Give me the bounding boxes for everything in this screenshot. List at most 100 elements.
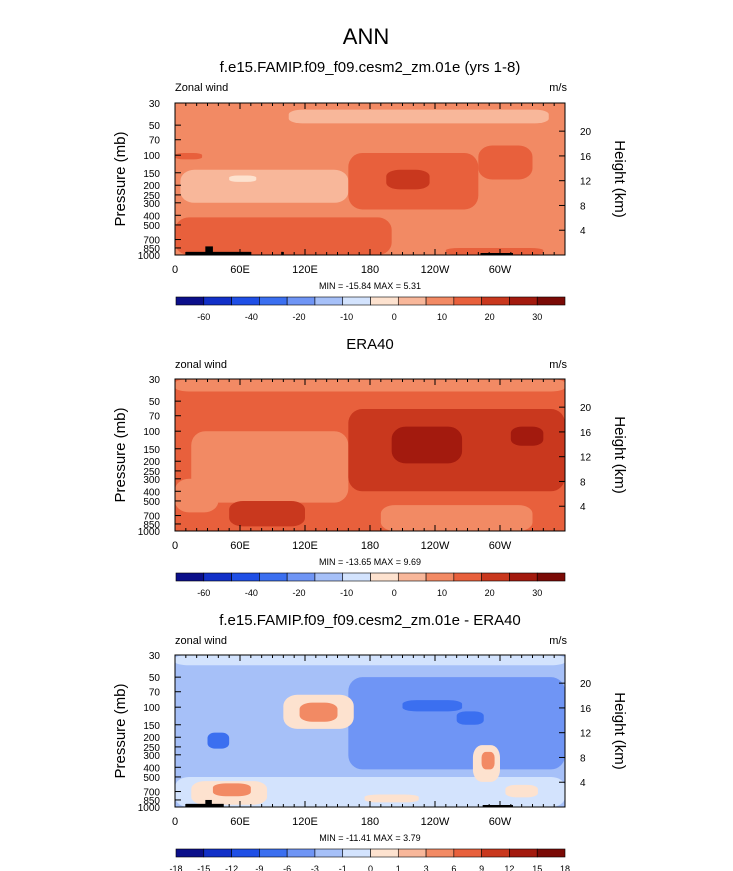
panel-2-contour-fill (175, 379, 565, 531)
y-tick-label: 50 (149, 397, 161, 408)
y2-tick-label: 8 (580, 201, 586, 212)
colorbar-swatch (175, 572, 205, 582)
panel-1-y2label: Height (km) (611, 140, 628, 218)
colorbar-swatch (286, 572, 316, 582)
x-tick-label: 180 (361, 264, 379, 276)
y2-tick-label: 16 (580, 152, 592, 163)
panel-3-colorbar: -18 -15 -12 -9 -6 -3 -1 0 1 3 6 9 12 15 18 (169, 848, 570, 871)
panel-1-units: m/s (549, 82, 567, 94)
y-tick-label: 850 (143, 520, 160, 531)
y-tick-label: 30 (149, 99, 161, 110)
contour-region (175, 379, 565, 392)
y-tick-label: 400 (143, 763, 160, 774)
colorbar-swatch (453, 572, 482, 582)
figure-title: ANN (343, 24, 389, 49)
colorbar-swatch (314, 848, 344, 858)
colorbar-label: -18 (169, 864, 182, 871)
colorbar-label: -40 (245, 588, 258, 598)
y2-tick-label: 4 (580, 502, 586, 513)
colorbar-swatch (509, 848, 538, 858)
panel-1-ylabel: Pressure (mb) (112, 131, 129, 226)
contour-region (481, 751, 495, 770)
panel-3-left-label: zonal wind (175, 635, 227, 647)
y-tick-label: 70 (149, 136, 161, 147)
colorbar-swatch (203, 296, 232, 306)
y-tick-label: 1000 (138, 251, 161, 262)
colorbar-swatch (397, 296, 427, 306)
colorbar-swatch (397, 572, 427, 582)
colorbar-swatch (314, 572, 344, 582)
y-tick-label: 700 (143, 788, 160, 799)
y-tick-label: 150 (143, 721, 160, 732)
contour-region (505, 784, 538, 798)
panel-3-units: m/s (549, 635, 567, 647)
panel-3-title: f.e15.FAMIP.f09_f09.cesm2_zm.01e - ERA40 (219, 612, 521, 629)
colorbar-label: 0 (392, 588, 397, 598)
y2-tick-label: 4 (580, 778, 586, 789)
y2-tick-label: 4 (580, 226, 586, 237)
colorbar-swatch (259, 848, 288, 858)
x-tick-label: 180 (361, 540, 379, 552)
colorbar-swatch (453, 848, 482, 858)
x-tick-label: 120W (421, 816, 450, 828)
colorbar-swatch (342, 848, 371, 858)
colorbar-swatch (370, 848, 399, 858)
panel-1-title: f.e15.FAMIP.f09_f09.cesm2_zm.01e (yrs 1-… (220, 59, 521, 76)
land-mask (205, 246, 213, 255)
colorbar-label: 0 (392, 312, 397, 322)
y-tick-label: 1000 (138, 803, 161, 814)
y-tick-label: 500 (143, 221, 160, 232)
y-tick-label: 150 (143, 445, 160, 456)
panel-3-contour-fill (175, 655, 565, 807)
y-tick-label: 30 (149, 375, 161, 386)
x-tick-label: 120E (292, 540, 318, 552)
colorbar-swatch (536, 296, 566, 306)
y-tick-label: 70 (149, 412, 161, 423)
panel-2-ylabel: Pressure (mb) (112, 407, 129, 502)
colorbar-label: -9 (255, 864, 263, 871)
colorbar-swatch (342, 296, 371, 306)
contour-region (175, 478, 219, 513)
y-tick-label: 50 (149, 121, 161, 132)
x-tick-label: 0 (172, 264, 178, 276)
y-tick-label: 200 (143, 733, 160, 744)
x-tick-label: 180 (361, 816, 379, 828)
y-tick-label: 400 (143, 211, 160, 222)
panel-1-colorbar: -60 -40 -20 -10 0 10 20 30 (175, 296, 566, 322)
panel-1-axes: 0 60E 120E 180 120W 60W3050701001502002503004… (138, 99, 592, 276)
panel-2-title: ERA40 (346, 336, 394, 353)
colorbar-label: -12 (225, 864, 238, 871)
y-tick-label: 50 (149, 673, 161, 684)
contour-region (386, 169, 430, 190)
x-tick-label: 60E (230, 264, 250, 276)
y2-tick-label: 16 (580, 428, 592, 439)
y-tick-label: 500 (143, 497, 160, 508)
contour-region (207, 732, 230, 749)
colorbar-label: 30 (532, 312, 542, 322)
colorbar-label: -40 (245, 312, 258, 322)
colorbar-label: 10 (437, 312, 447, 322)
y-tick-label: 700 (143, 512, 160, 523)
x-tick-label: 120W (421, 540, 450, 552)
land-mask (281, 251, 284, 255)
panel-2-units: m/s (549, 359, 567, 371)
y-tick-label: 70 (149, 688, 161, 699)
land-mask (185, 803, 224, 807)
contour-region (191, 431, 349, 503)
contour-region (212, 783, 251, 797)
colorbar-label: 0 (368, 864, 373, 871)
colorbar-label: 10 (437, 588, 447, 598)
contour-region (229, 500, 305, 527)
y-tick-label: 400 (143, 487, 160, 498)
colorbar-swatch (259, 296, 288, 306)
colorbar-swatch (453, 296, 482, 306)
y-tick-label: 250 (143, 467, 160, 478)
colorbar-swatch (175, 296, 205, 306)
colorbar-label: -15 (197, 864, 210, 871)
panel-3-stats: MIN = -11.41 MAX = 3.79 (319, 833, 420, 843)
colorbar-label: 20 (485, 588, 495, 598)
panel-1: f.e15.FAMIP.f09_f09.cesm2_zm.01e (yrs 1-… (112, 59, 628, 322)
x-tick-label: 120E (292, 264, 318, 276)
colorbar-label: -10 (340, 588, 353, 598)
